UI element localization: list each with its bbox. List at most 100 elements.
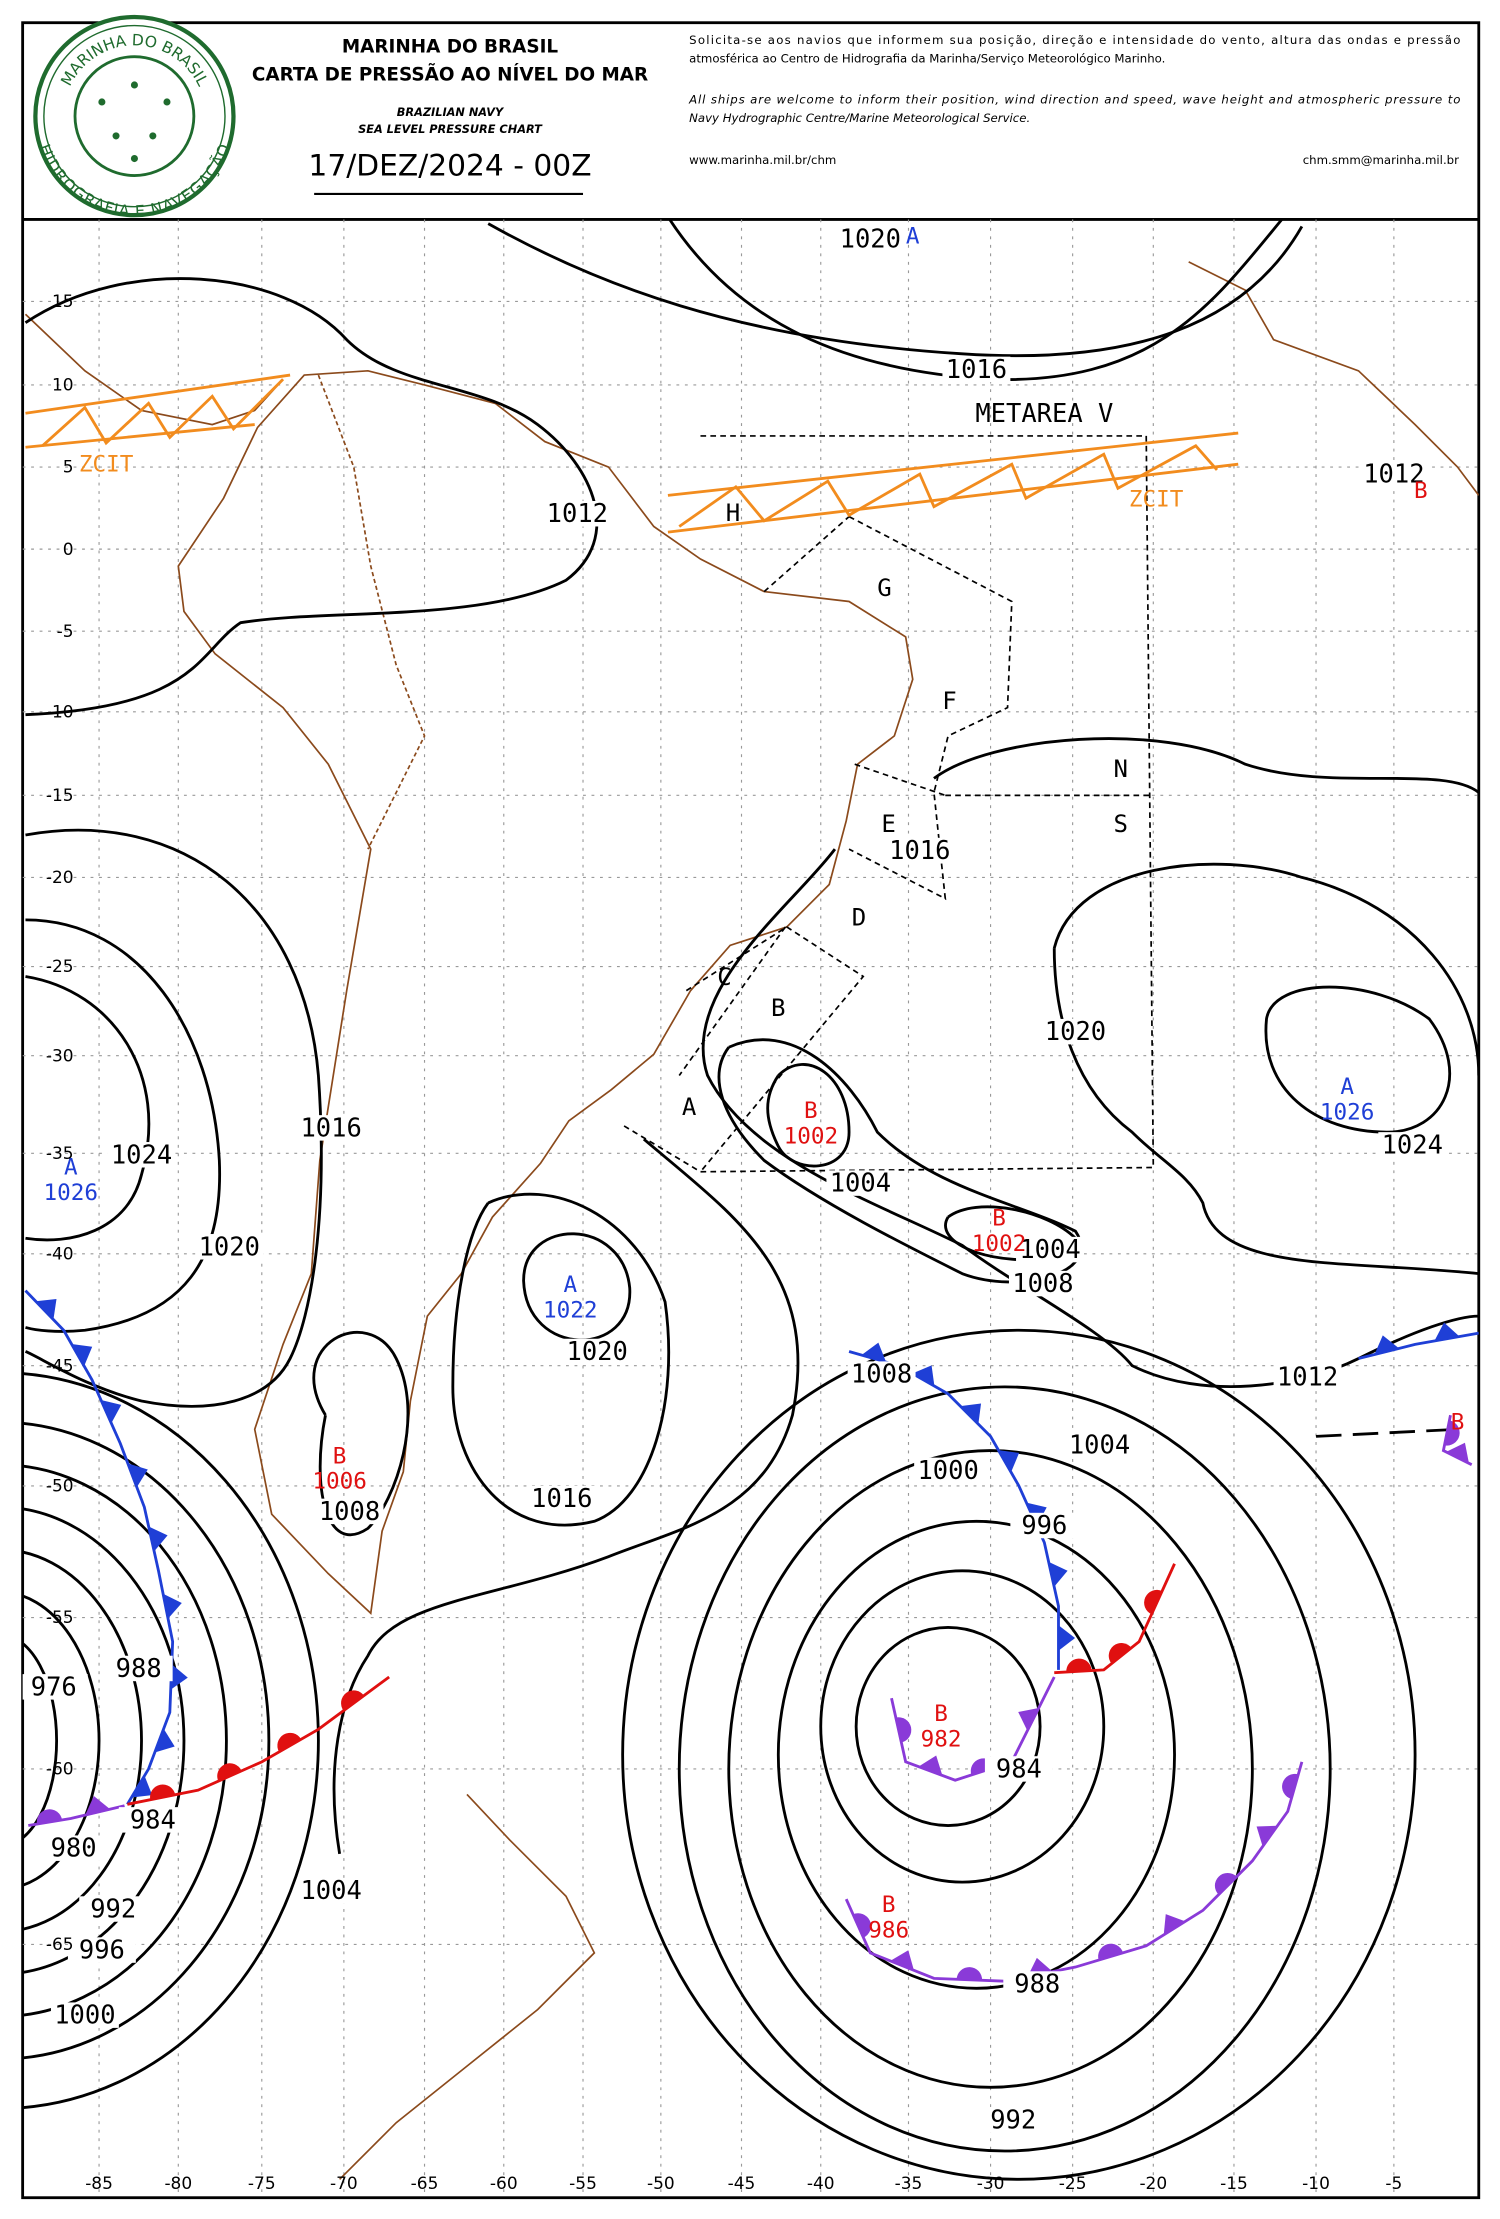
center-pressure: 1026 (44, 1180, 99, 1206)
isobar-label: 1008 (851, 1360, 912, 1390)
label-backing (1359, 461, 1428, 487)
center-type: A (563, 1272, 577, 1298)
cold-front-tooth (1163, 1914, 1186, 1935)
warm-front-bump (150, 1784, 176, 1800)
website: www.marinha.mil.br/chm (689, 153, 836, 167)
label-backing (1008, 1270, 1077, 1297)
latitude-label: -40 (46, 1245, 74, 1265)
cold-front-tooth (85, 1795, 111, 1816)
label-backing (1003, 1971, 1072, 1997)
label-backing (50, 2002, 119, 2028)
isobar-label: 1004 (300, 1876, 361, 1906)
longitude-label: -5 (1385, 2174, 1402, 2194)
label-backing (315, 1498, 384, 1525)
zcit-band (25, 373, 1239, 534)
warm-front-bump (1214, 1872, 1237, 1895)
warm-front-bump (1444, 1420, 1460, 1446)
warm-front-bump (1144, 1589, 1163, 1615)
warm-front-bump (341, 1690, 365, 1711)
isobar-label: 976 (31, 1672, 77, 1702)
cold-front-tooth (1256, 1825, 1278, 1847)
longitude-label: -40 (807, 2174, 835, 2194)
cold-front-tooth (154, 1728, 175, 1753)
request-en: All ships are welcome to inform their po… (688, 92, 1460, 106)
longitude-label: -50 (647, 2174, 675, 2194)
longitude-label: -80 (164, 2174, 192, 2194)
zcit-label: ZCIT (79, 451, 134, 477)
isobar-label: 1000 (917, 1456, 978, 1486)
longitude-label: -35 (895, 2174, 923, 2194)
label-backing (563, 1338, 632, 1365)
label-backing (195, 1234, 264, 1260)
latitude-label: -65 (46, 1935, 74, 1955)
area-letter: A (682, 1093, 697, 1121)
date: 17/DEZ/2024 - 00Z (308, 149, 591, 184)
longitude-label: -75 (248, 2174, 276, 2194)
logo: MARINHA DO BRASIL HIDROGRAFIA E NAVEGAÇÃ… (33, 14, 236, 221)
label-backing (22, 1674, 88, 1700)
area-letter: E (881, 810, 895, 838)
label-backing (1016, 1236, 1084, 1263)
isobar-label: 1000 (54, 2001, 115, 2031)
latitude-label: -55 (46, 1608, 74, 1628)
longitude-label: -55 (569, 2174, 597, 2194)
warm-front-bump (1066, 1658, 1092, 1673)
cold-front-tooth (1374, 1335, 1400, 1355)
latitude-label: -20 (46, 868, 74, 888)
isobar-label: 1016 (300, 1113, 361, 1143)
label-backing (836, 226, 905, 252)
isobar-label: 1024 (1382, 1130, 1443, 1160)
warm-front-bump (1108, 1643, 1132, 1664)
title-en: SEA LEVEL PRESSURE CHART (358, 122, 543, 136)
cold-front-tooth (1058, 1625, 1076, 1651)
front-line (1358, 1331, 1479, 1360)
label-backing (1010, 1512, 1079, 1539)
cold-front-tooth (918, 1755, 943, 1776)
center-pressure: 1002 (784, 1123, 839, 1149)
label-backing (107, 1142, 176, 1168)
area-letter: H (726, 499, 740, 527)
area-letter: F (942, 687, 956, 715)
isobar-label: 1004 (1019, 1235, 1080, 1265)
front-line (890, 1676, 1056, 1782)
cold-front-tooth (1018, 1708, 1039, 1731)
isobar-label: 1016 (889, 836, 950, 866)
cold-front-tooth (861, 1342, 887, 1363)
isobar-label: 996 (79, 1936, 125, 1966)
isobar-label: 1012 (1363, 460, 1424, 490)
longitude-label: -20 (1139, 2174, 1167, 2194)
center-pressure: 1002 (972, 1231, 1027, 1257)
center-type: B (333, 1443, 347, 1469)
label-backing (104, 1655, 173, 1682)
isobar-label: 1024 (111, 1140, 172, 1170)
label-backing (118, 1807, 187, 1833)
center-type: A (64, 1155, 78, 1181)
map-labels: METAREA V ZCIT ZCIT A B C D E F G H NS 1020 1016 1012 1… (22, 223, 1464, 2135)
south-america (177, 369, 914, 1616)
isobar-label: 980 (51, 1834, 97, 1864)
isobar-label: 992 (990, 2105, 1036, 2135)
area-letter: C (717, 963, 731, 991)
borders (317, 374, 426, 850)
cold-front-tooth (35, 1298, 57, 1320)
isobar-label: 992 (90, 1895, 136, 1925)
metarea-boundary (622, 435, 1155, 1173)
center-type: A (906, 223, 920, 249)
longitude-label: -10 (1302, 2174, 1330, 2194)
isobar-label: 1020 (1045, 1017, 1106, 1047)
isobars (22, 219, 1479, 2181)
axis-labels: 15 10 5 0 -5 -10 -15 -20 -25 -30 -35 -40 -45 -50 -55 -6… (46, 292, 1402, 2194)
cold-front-tooth (163, 1593, 182, 1619)
latitude-label: -35 (46, 1144, 74, 1164)
latitude-label: -10 (46, 703, 74, 723)
center-pressure: 1006 (312, 1469, 366, 1495)
request-en: Navy Hydrographic Centre/Marine Meteorol… (689, 111, 1030, 125)
center-pressure: 986 (868, 1917, 909, 1943)
longitude-label: -25 (1059, 2174, 1087, 2194)
cold-front-tooth (71, 1343, 93, 1367)
area-letter: S (1114, 810, 1128, 838)
center-pressure: 1026 (1320, 1099, 1374, 1125)
label-backing (1273, 1364, 1342, 1390)
africa (1188, 261, 1479, 496)
